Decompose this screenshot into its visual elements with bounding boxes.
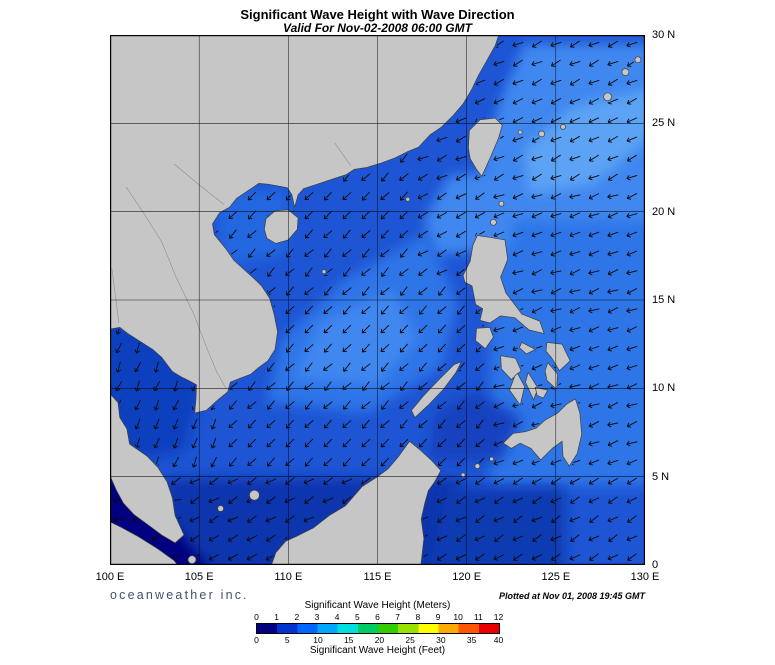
chart-subtitle: Valid For Nov-02-2008 06:00 GMT — [283, 21, 472, 35]
lon-tick-label: 125 E — [541, 571, 571, 583]
wave-map-svg — [100, 29, 645, 573]
colorbar-meters-tick: 0 — [254, 612, 259, 622]
colorbar-feet-tick: 25 — [405, 635, 415, 645]
lon-tick-label: 115 E — [363, 571, 392, 583]
plotted-timestamp: Plotted at Nov 01, 2008 19:45 GMT — [498, 591, 645, 601]
colorbar-meters-tick: 4 — [334, 612, 340, 622]
chart-title: Significant Wave Height with Wave Direct… — [240, 7, 515, 22]
colorbar-meters-tick: 1 — [274, 612, 280, 622]
map-plot-area — [100, 29, 645, 573]
colorbar-feet-tick: 30 — [436, 635, 446, 645]
colorbar-meters-tick: 5 — [354, 612, 360, 622]
lon-tick-label: 130 E — [630, 571, 660, 583]
colorbar-meters-ticks: 0 1 2 3 4 5 6 7 8 9 10 11 12 — [254, 612, 503, 622]
colorbar-meters-tick: 7 — [395, 612, 401, 622]
colorbar-meters-tick: 9 — [435, 612, 441, 622]
lat-tick-label: 10 N — [652, 382, 676, 395]
oceanweather-logo-text: oceanweather inc. — [110, 588, 249, 602]
lon-tick-label: 100 E — [95, 571, 125, 583]
colorbar-meters-tick: 6 — [375, 612, 380, 622]
colorbar-feet-tick: 15 — [343, 635, 354, 645]
colorbar-meters-label: Significant Wave Height (Meters) — [304, 600, 451, 611]
lat-tick-label: 5 N — [652, 470, 670, 483]
lon-tick-label: 110 E — [274, 571, 303, 583]
lat-tick-label: 25 N — [652, 117, 676, 130]
colorbar-feet-label: Significant Wave Height (Feet) — [309, 645, 446, 656]
colorbar-meters-tick: 8 — [415, 612, 421, 622]
colorbar-gradient-bar — [255, 623, 500, 634]
lat-tick-label: 20 N — [652, 205, 676, 218]
colorbar-feet-ticks: 0 5 10 15 20 25 30 35 40 — [254, 635, 503, 645]
lat-tick-label: 30 N — [652, 29, 676, 41]
colorbar-feet-tick: 20 — [374, 635, 385, 645]
colorbar-meters-tick: 3 — [314, 612, 320, 622]
colorbar-feet-tick: 10 — [313, 635, 323, 645]
lat-tick-label: 15 N — [652, 294, 676, 306]
colorbar-feet-tick: 5 — [284, 635, 290, 645]
colorbar-feet-tick: 40 — [493, 635, 504, 645]
colorbar-meters-tick: 10 — [453, 612, 463, 622]
colorbar-feet-tick: 35 — [466, 635, 477, 645]
colorbar-meters-tick: 11 — [473, 612, 483, 622]
colorbar-meters-tick: 12 — [493, 612, 504, 622]
lon-tick-label: 120 E — [452, 571, 482, 583]
colorbar-meters-tick: 2 — [294, 612, 300, 622]
lon-tick-label: 105 E — [184, 571, 214, 583]
lat-tick-label: 0 — [652, 559, 659, 571]
colorbar-feet-tick: 0 — [254, 635, 259, 645]
